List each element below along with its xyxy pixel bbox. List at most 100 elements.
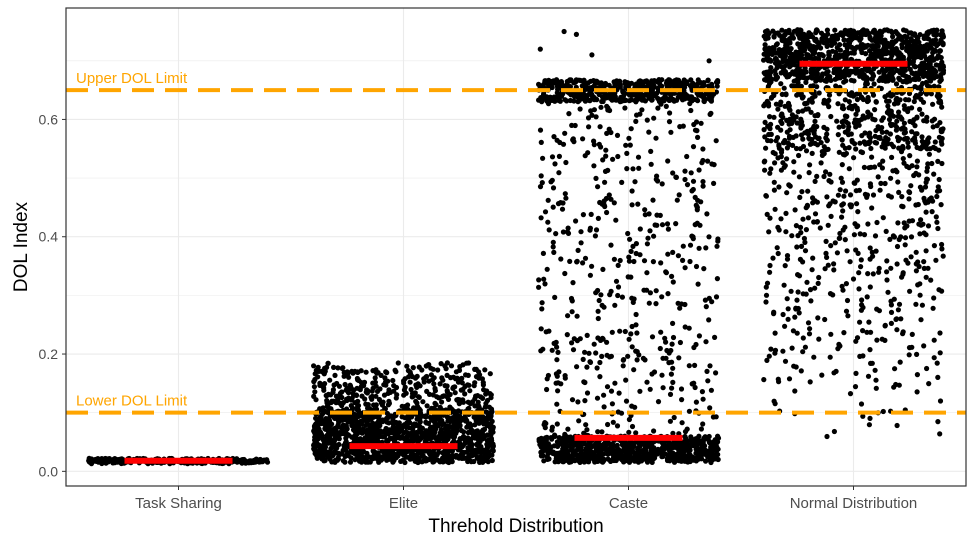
data-point-normal-distribution [796,152,802,159]
data-point-caste [614,132,621,138]
data-point-caste [626,98,633,104]
data-point-caste [628,126,634,132]
data-point-normal-distribution [853,370,859,376]
data-point-caste [687,94,694,100]
data-point-normal-distribution [761,377,767,383]
data-point-normal-distribution [871,27,878,33]
data-point-caste [667,110,673,116]
data-point-caste [623,446,629,452]
data-point-caste [698,91,704,97]
data-point-normal-distribution [931,337,937,343]
data-point-normal-distribution [767,114,773,120]
data-point-normal-distribution [918,317,924,323]
data-point-caste [648,447,654,453]
data-point-normal-distribution [896,109,902,115]
data-point-task-sharing [112,458,118,464]
data-point-normal-distribution [920,73,926,79]
data-point-normal-distribution [810,83,816,89]
data-point-normal-distribution [794,58,800,64]
data-point-elite [329,421,335,427]
data-point-elite [473,441,480,448]
data-point-normal-distribution [799,119,805,125]
data-point-elite [336,436,342,442]
data-point-elite [473,433,479,439]
data-point-normal-distribution [794,330,800,336]
data-point-caste [606,445,613,451]
data-point-elite [395,360,401,366]
data-point-normal-distribution [773,138,779,144]
data-point-caste [591,142,597,148]
data-point-elite [317,406,323,412]
data-point-caste [607,354,613,360]
data-point-caste [637,226,643,232]
data-point-caste [693,341,699,348]
data-point-normal-distribution [798,54,804,60]
data-point-caste [571,80,577,86]
data-point-caste [549,427,555,433]
data-point-normal-distribution [824,69,830,75]
data-point-caste [667,418,674,424]
data-point-elite [332,372,338,378]
data-point-normal-distribution [821,97,827,103]
data-point-caste [680,257,686,263]
data-point-elite [413,437,419,443]
data-point-normal-distribution [761,103,767,109]
data-point-caste [635,96,641,102]
data-point-caste [626,336,632,342]
data-point-normal-distribution [767,262,773,269]
data-point-normal-distribution [892,38,898,45]
data-point-normal-distribution [782,103,788,109]
data-point-elite [386,398,392,404]
data-point-caste [634,357,640,363]
data-point-caste [559,206,566,212]
data-point-normal-distribution [893,81,900,87]
data-point-normal-distribution [939,34,946,40]
data-point-caste [580,136,586,142]
data-point-normal-distribution [842,53,848,59]
data-point-caste [594,97,600,103]
data-point-elite [399,414,405,420]
data-point-caste [549,347,555,353]
data-point-caste [622,440,629,446]
data-point-caste [689,381,695,387]
data-point-normal-distribution [826,74,832,80]
data-point-normal-distribution [863,81,869,87]
data-point-caste [599,302,605,308]
data-point-caste [624,166,630,172]
data-point-normal-distribution [910,59,917,65]
data-point-normal-distribution [830,48,836,54]
data-point-caste [660,385,666,391]
data-point-normal-distribution [861,44,867,50]
data-point-caste [538,173,544,179]
data-point-elite [483,409,489,415]
data-point-elite [387,452,393,458]
data-point-elite [463,372,469,378]
data-point-elite [444,372,450,378]
data-point-normal-distribution [800,136,806,142]
data-point-caste [552,161,558,167]
data-point-caste [544,456,551,462]
data-point-elite [334,394,341,400]
data-point-elite [341,415,347,421]
data-point-caste [707,405,713,411]
data-point-caste [608,242,614,248]
data-point-normal-distribution [904,34,910,40]
data-point-elite [377,386,383,392]
data-point-normal-distribution [854,105,860,111]
data-point-normal-distribution [913,249,919,255]
data-point-caste [625,353,631,359]
data-point-elite [415,459,421,466]
data-point-normal-distribution [812,37,818,43]
data-point-normal-distribution [817,225,823,231]
data-point-normal-distribution [930,305,936,311]
data-point-elite [403,434,410,440]
data-point-elite [313,415,319,421]
data-point-caste [620,88,626,94]
data-point-elite [403,390,409,396]
data-point-normal-distribution [914,34,921,40]
data-point-caste [539,439,545,445]
data-point-caste [676,355,682,361]
data-point-caste [629,423,636,430]
data-point-elite [445,458,451,464]
data-point-normal-distribution [899,37,905,43]
